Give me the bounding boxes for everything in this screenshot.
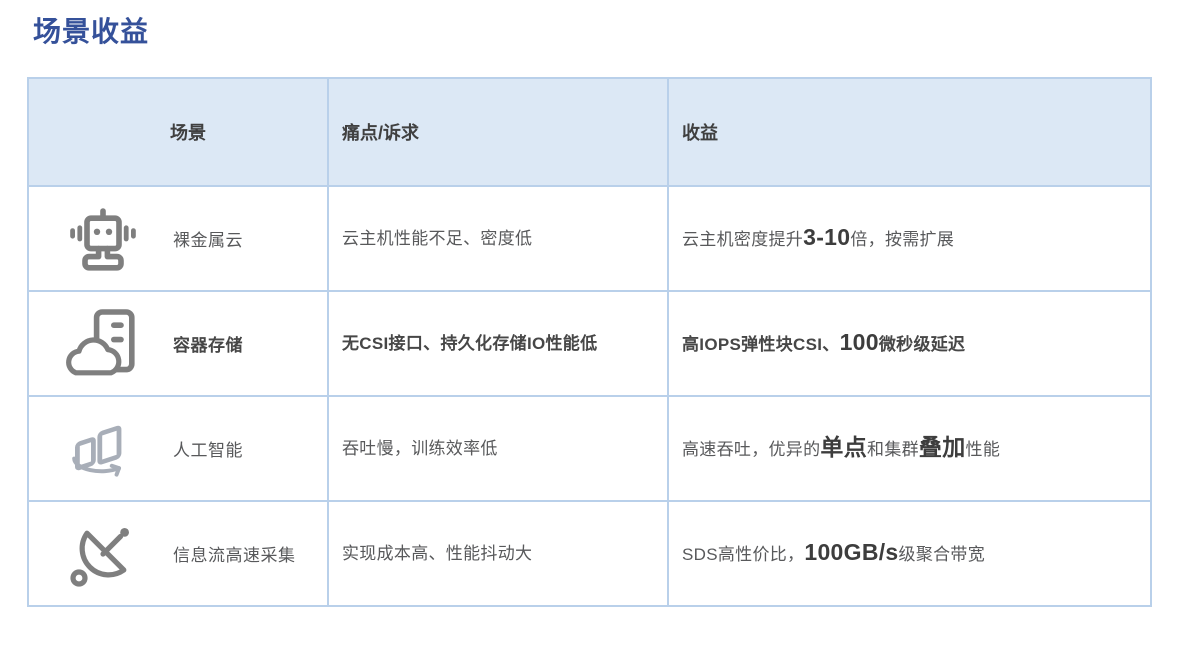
pain-cell: 无CSI接口、持久化存储IO性能低 [327,290,669,397]
text-segment: 高速吞吐，优异的 [682,440,821,459]
table-row: 容器存储 无CSI接口、持久化存储IO性能低 高IOPS弹性块CSI、100微秒… [27,290,1152,397]
table-header-row: 场景 痛点/诉求 收益 [27,77,1152,187]
text-segment: 倍，按需扩展 [850,230,955,249]
text-segment: 吞吐慢，训练效率低 [342,438,498,458]
text-segment: 云主机密度提升 [682,230,804,249]
table-row: 人工智能 吞吐慢，训练效率低 高速吞吐，优异的单点和集群叠加性能 [27,395,1152,502]
text-segment: 微秒级延迟 [878,335,966,354]
pain-cell: 吞吐慢，训练效率低 [327,395,669,502]
table-body: 裸金属云 云主机性能不足、密度低 云主机密度提升3-10倍，按需扩展 容器存储 … [27,185,1152,607]
scenario-benefits-table: 场景 痛点/诉求 收益 裸金属云 云主机性能不足、密度低 云主机密度提升3-10… [27,77,1152,607]
scenario-cell: 人工智能 [27,395,329,502]
robot-icon [63,199,143,279]
ai-sync-icon [63,409,143,489]
text-segment: 实现成本高、性能抖动大 [342,543,533,563]
pain-cell: 云主机性能不足、密度低 [327,185,669,292]
scenario-label: 人工智能 [173,441,243,460]
table-header: 场景 痛点/诉求 收益 [27,77,1152,187]
text-segment: 无CSI接口、持久化存储IO性能低 [342,333,598,353]
benefits-table-wrap: 场景 痛点/诉求 收益 裸金属云 云主机性能不足、密度低 云主机密度提升3-10… [27,77,1152,607]
pain-cell: 实现成本高、性能抖动大 [327,500,669,607]
benefit-cell: 云主机密度提升3-10倍，按需扩展 [667,185,1152,292]
col-header-benefit: 收益 [667,77,1152,187]
text-segment: 云主机性能不足、密度低 [342,228,533,248]
col-header-scenario: 场景 [27,77,329,187]
table-row: 信息流高速采集 实现成本高、性能抖动大 SDS高性价比，100GB/s级聚合带宽 [27,500,1152,607]
benefit-cell: SDS高性价比，100GB/s级聚合带宽 [667,500,1152,607]
scenario-label: 容器存储 [173,336,243,355]
scenario-cell: 容器存储 [27,290,329,397]
text-segment: 100 [839,329,879,355]
text-segment: 100GB/s [804,539,899,565]
satellite-dish-icon [63,514,143,594]
text-segment: 叠加 [918,434,966,460]
scenario-cell: 信息流高速采集 [27,500,329,607]
text-segment: 3-10 [803,224,851,250]
benefit-cell: 高IOPS弹性块CSI、100微秒级延迟 [667,290,1152,397]
text-segment: 高IOPS弹性块CSI、 [682,335,840,354]
text-segment: 和集群 [867,440,919,459]
scenario-cell: 裸金属云 [27,185,329,292]
benefit-cell: 高速吞吐，优异的单点和集群叠加性能 [667,395,1152,502]
text-segment: 级聚合带宽 [898,545,986,564]
col-header-pain: 痛点/诉求 [327,77,669,187]
text-segment: SDS高性价比， [682,545,805,564]
page-title: 场景收益 [33,16,150,47]
cloud-server-icon [63,304,143,384]
scenario-label: 裸金属云 [173,231,243,250]
text-segment: 单点 [820,434,868,460]
text-segment: 性能 [965,440,1001,459]
table-row: 裸金属云 云主机性能不足、密度低 云主机密度提升3-10倍，按需扩展 [27,185,1152,292]
scenario-label: 信息流高速采集 [173,546,296,565]
